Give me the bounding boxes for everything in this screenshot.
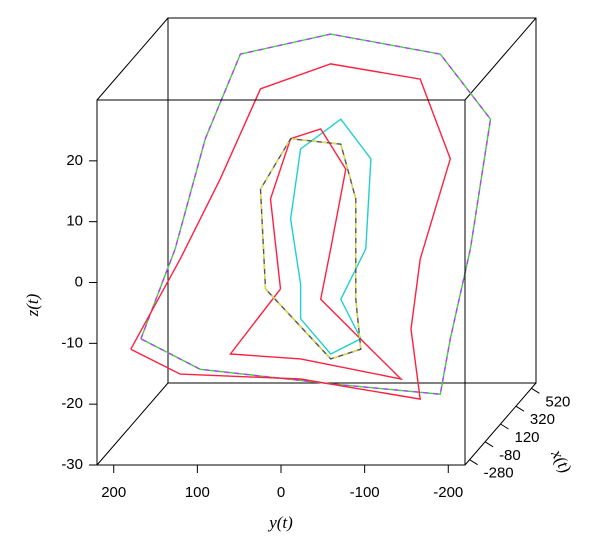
x-tick	[500, 423, 509, 430]
x-tick-label: -80	[499, 447, 521, 464]
trajectory	[259, 137, 362, 360]
box-edge	[96, 17, 169, 101]
trajectory-dash	[140, 33, 492, 395]
x-tick	[469, 459, 478, 466]
z-tick-label: -20	[61, 395, 83, 412]
box-edge	[464, 17, 537, 101]
x-tick-label: 320	[530, 411, 555, 428]
x-axis-title: x(t)	[547, 445, 575, 476]
y-tick-label: -200	[433, 484, 463, 501]
curves	[130, 33, 492, 400]
box	[96, 17, 537, 466]
y-tick-label: 100	[185, 484, 210, 501]
z-tick-label: -10	[61, 334, 83, 351]
y-tick-label: 200	[101, 484, 126, 501]
x-tick-label: 520	[545, 393, 570, 410]
trajectory	[289, 118, 372, 355]
z-tick-label: 0	[75, 273, 83, 290]
trajectory	[140, 33, 492, 395]
z-tick-label: 10	[66, 213, 83, 230]
y-tick-label: -100	[350, 484, 380, 501]
x-tick	[484, 441, 494, 448]
z-axis-title: z(t)	[23, 293, 42, 317]
trajectory	[229, 128, 404, 381]
x-tick-label: -280	[484, 465, 514, 482]
x-tick	[515, 405, 525, 412]
z-tick-label: 20	[66, 152, 83, 169]
box-edge	[96, 382, 169, 466]
z-tick-label: -30	[61, 456, 83, 473]
y-axis-title: y(t)	[267, 513, 293, 532]
y-tick-label: 0	[277, 484, 285, 501]
trajectory	[130, 63, 452, 400]
x-tick-label: 120	[515, 429, 540, 446]
x-tick	[531, 387, 540, 394]
back-face	[167, 17, 537, 384]
